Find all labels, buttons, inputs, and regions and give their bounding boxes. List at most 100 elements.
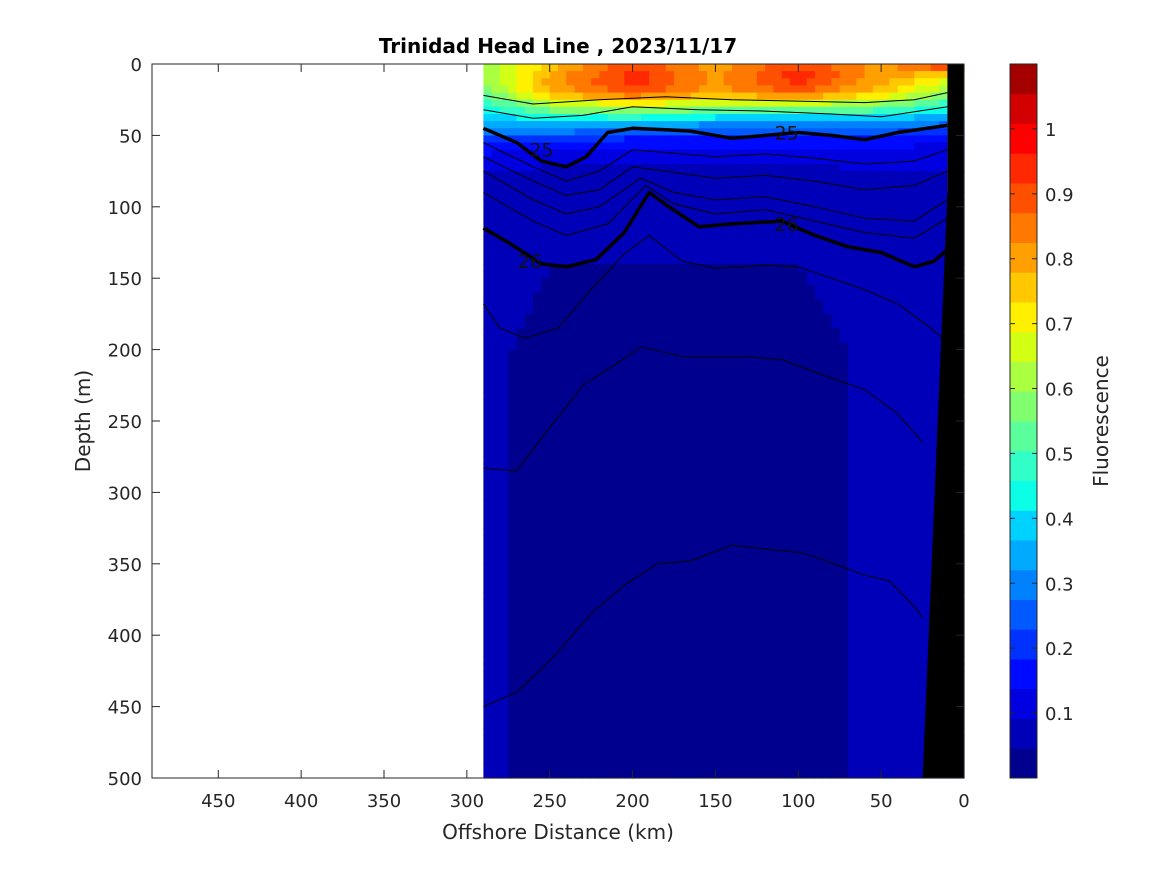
heat-cell <box>864 199 874 208</box>
heat-cell <box>599 706 609 715</box>
heat-cell <box>798 199 808 208</box>
heat-cell <box>500 471 509 479</box>
heat-cell <box>566 513 576 522</box>
heat-cell <box>549 499 559 508</box>
heat-cell <box>864 578 874 586</box>
heat-cell <box>814 706 824 715</box>
heat-cell <box>790 149 799 158</box>
heat-cell <box>856 492 866 501</box>
heat-cell <box>881 199 890 208</box>
heat-cell <box>682 242 692 251</box>
heat-cell <box>632 413 642 422</box>
heat-cell <box>491 535 501 543</box>
heat-cell <box>508 421 518 429</box>
heat-cell <box>541 342 551 351</box>
heat-cell <box>516 635 526 643</box>
heat-cell <box>881 292 890 301</box>
heat-cell <box>599 371 609 379</box>
heat-cell <box>574 656 584 665</box>
heat-cell <box>839 656 849 665</box>
heat-cell <box>881 442 890 451</box>
heat-cell <box>516 99 526 108</box>
heat-cell <box>690 64 700 72</box>
heat-cell <box>831 456 841 465</box>
heat-cell <box>616 263 625 272</box>
heat-cell <box>591 292 600 301</box>
heat-cell <box>558 199 567 208</box>
heat-cell <box>823 542 832 551</box>
heat-cell <box>665 506 675 515</box>
heat-cell <box>848 114 857 122</box>
heat-cell <box>765 485 774 493</box>
heat-cell <box>781 528 791 536</box>
heat-cell <box>881 149 890 158</box>
heat-cell <box>798 271 808 279</box>
heat-cell <box>582 385 592 393</box>
heat-cell <box>690 78 700 86</box>
heat-cell <box>798 570 808 579</box>
heat-cell <box>566 242 576 251</box>
heat-cell <box>790 585 799 593</box>
heat-cell <box>864 206 874 215</box>
heat-cell <box>848 106 857 115</box>
heat-cell <box>541 256 551 265</box>
heat-cell <box>558 492 567 501</box>
heat-cell <box>690 306 700 315</box>
heat-cell <box>533 521 542 529</box>
heat-cell <box>500 278 509 286</box>
heat-cell <box>508 406 518 415</box>
heat-cell <box>674 121 683 129</box>
heat-cell <box>591 413 600 422</box>
heat-cell <box>881 685 890 693</box>
heat-cell <box>640 128 650 136</box>
heat-cell <box>582 306 592 315</box>
heat-cell <box>740 521 750 529</box>
heat-cell <box>591 78 600 86</box>
heat-cell <box>574 499 584 508</box>
heat-cell <box>848 178 857 186</box>
heat-cell <box>798 435 808 443</box>
heat-cell <box>616 549 625 558</box>
heat-cell <box>781 735 791 743</box>
heat-cell <box>806 356 816 365</box>
heat-cell <box>508 756 518 765</box>
heat-cell <box>823 635 832 643</box>
heat-cell <box>599 728 609 736</box>
heat-cell <box>632 556 642 565</box>
heat-cell <box>657 321 667 329</box>
heat-cell <box>831 378 841 386</box>
heat-cell <box>831 770 841 779</box>
heat-cell <box>657 713 667 722</box>
heat-cell <box>541 620 551 629</box>
heat-cell <box>690 492 700 501</box>
heat-cell <box>781 570 791 579</box>
heat-cell <box>856 421 866 429</box>
heat-cell <box>483 585 493 593</box>
heat-cell <box>798 421 808 429</box>
heat-cell <box>814 299 824 308</box>
heat-cell <box>756 342 766 351</box>
heat-cell <box>831 128 841 136</box>
heat-cell <box>732 678 741 686</box>
heat-cell <box>566 699 576 708</box>
heat-cell <box>616 85 625 94</box>
heat-cell <box>558 678 567 686</box>
heat-cell <box>574 135 584 144</box>
heat-cell <box>491 356 501 365</box>
heat-cell <box>723 99 733 108</box>
heat-cell <box>698 285 708 293</box>
heat-cell <box>649 85 658 94</box>
heat-cell <box>881 563 890 572</box>
heat-cell <box>558 770 567 779</box>
heat-cell <box>607 64 617 72</box>
heat-cell <box>831 106 841 115</box>
heat-cell <box>574 349 584 358</box>
heat-cell <box>674 756 683 765</box>
heat-cell <box>698 178 708 186</box>
heat-cell <box>773 263 783 272</box>
heat-cell <box>790 271 799 279</box>
heat-cell <box>790 228 799 236</box>
heat-cell <box>715 663 725 672</box>
heat-cell <box>707 635 716 643</box>
heat-cell <box>516 749 526 758</box>
